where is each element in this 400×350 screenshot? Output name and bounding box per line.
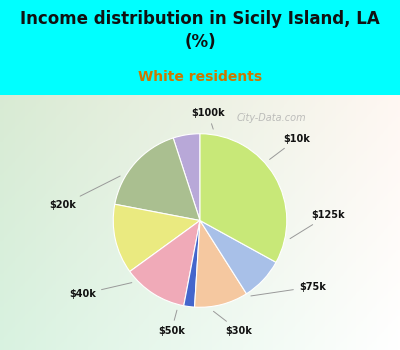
Text: $20k: $20k (49, 176, 120, 210)
Text: $125k: $125k (290, 210, 344, 239)
Wedge shape (194, 220, 246, 307)
Wedge shape (173, 134, 200, 220)
Text: $75k: $75k (251, 282, 326, 296)
Wedge shape (184, 220, 200, 307)
Text: $50k: $50k (158, 310, 185, 336)
Text: White residents: White residents (138, 70, 262, 84)
Text: City-Data.com: City-Data.com (237, 113, 307, 122)
Wedge shape (200, 134, 287, 262)
Wedge shape (200, 220, 276, 294)
Wedge shape (130, 220, 200, 306)
Wedge shape (113, 204, 200, 272)
Text: $100k: $100k (191, 108, 225, 129)
Wedge shape (115, 138, 200, 220)
Text: Income distribution in Sicily Island, LA
(%): Income distribution in Sicily Island, LA… (20, 10, 380, 51)
Text: $10k: $10k (270, 134, 310, 159)
Text: $40k: $40k (69, 282, 132, 299)
Text: $30k: $30k (214, 311, 252, 336)
